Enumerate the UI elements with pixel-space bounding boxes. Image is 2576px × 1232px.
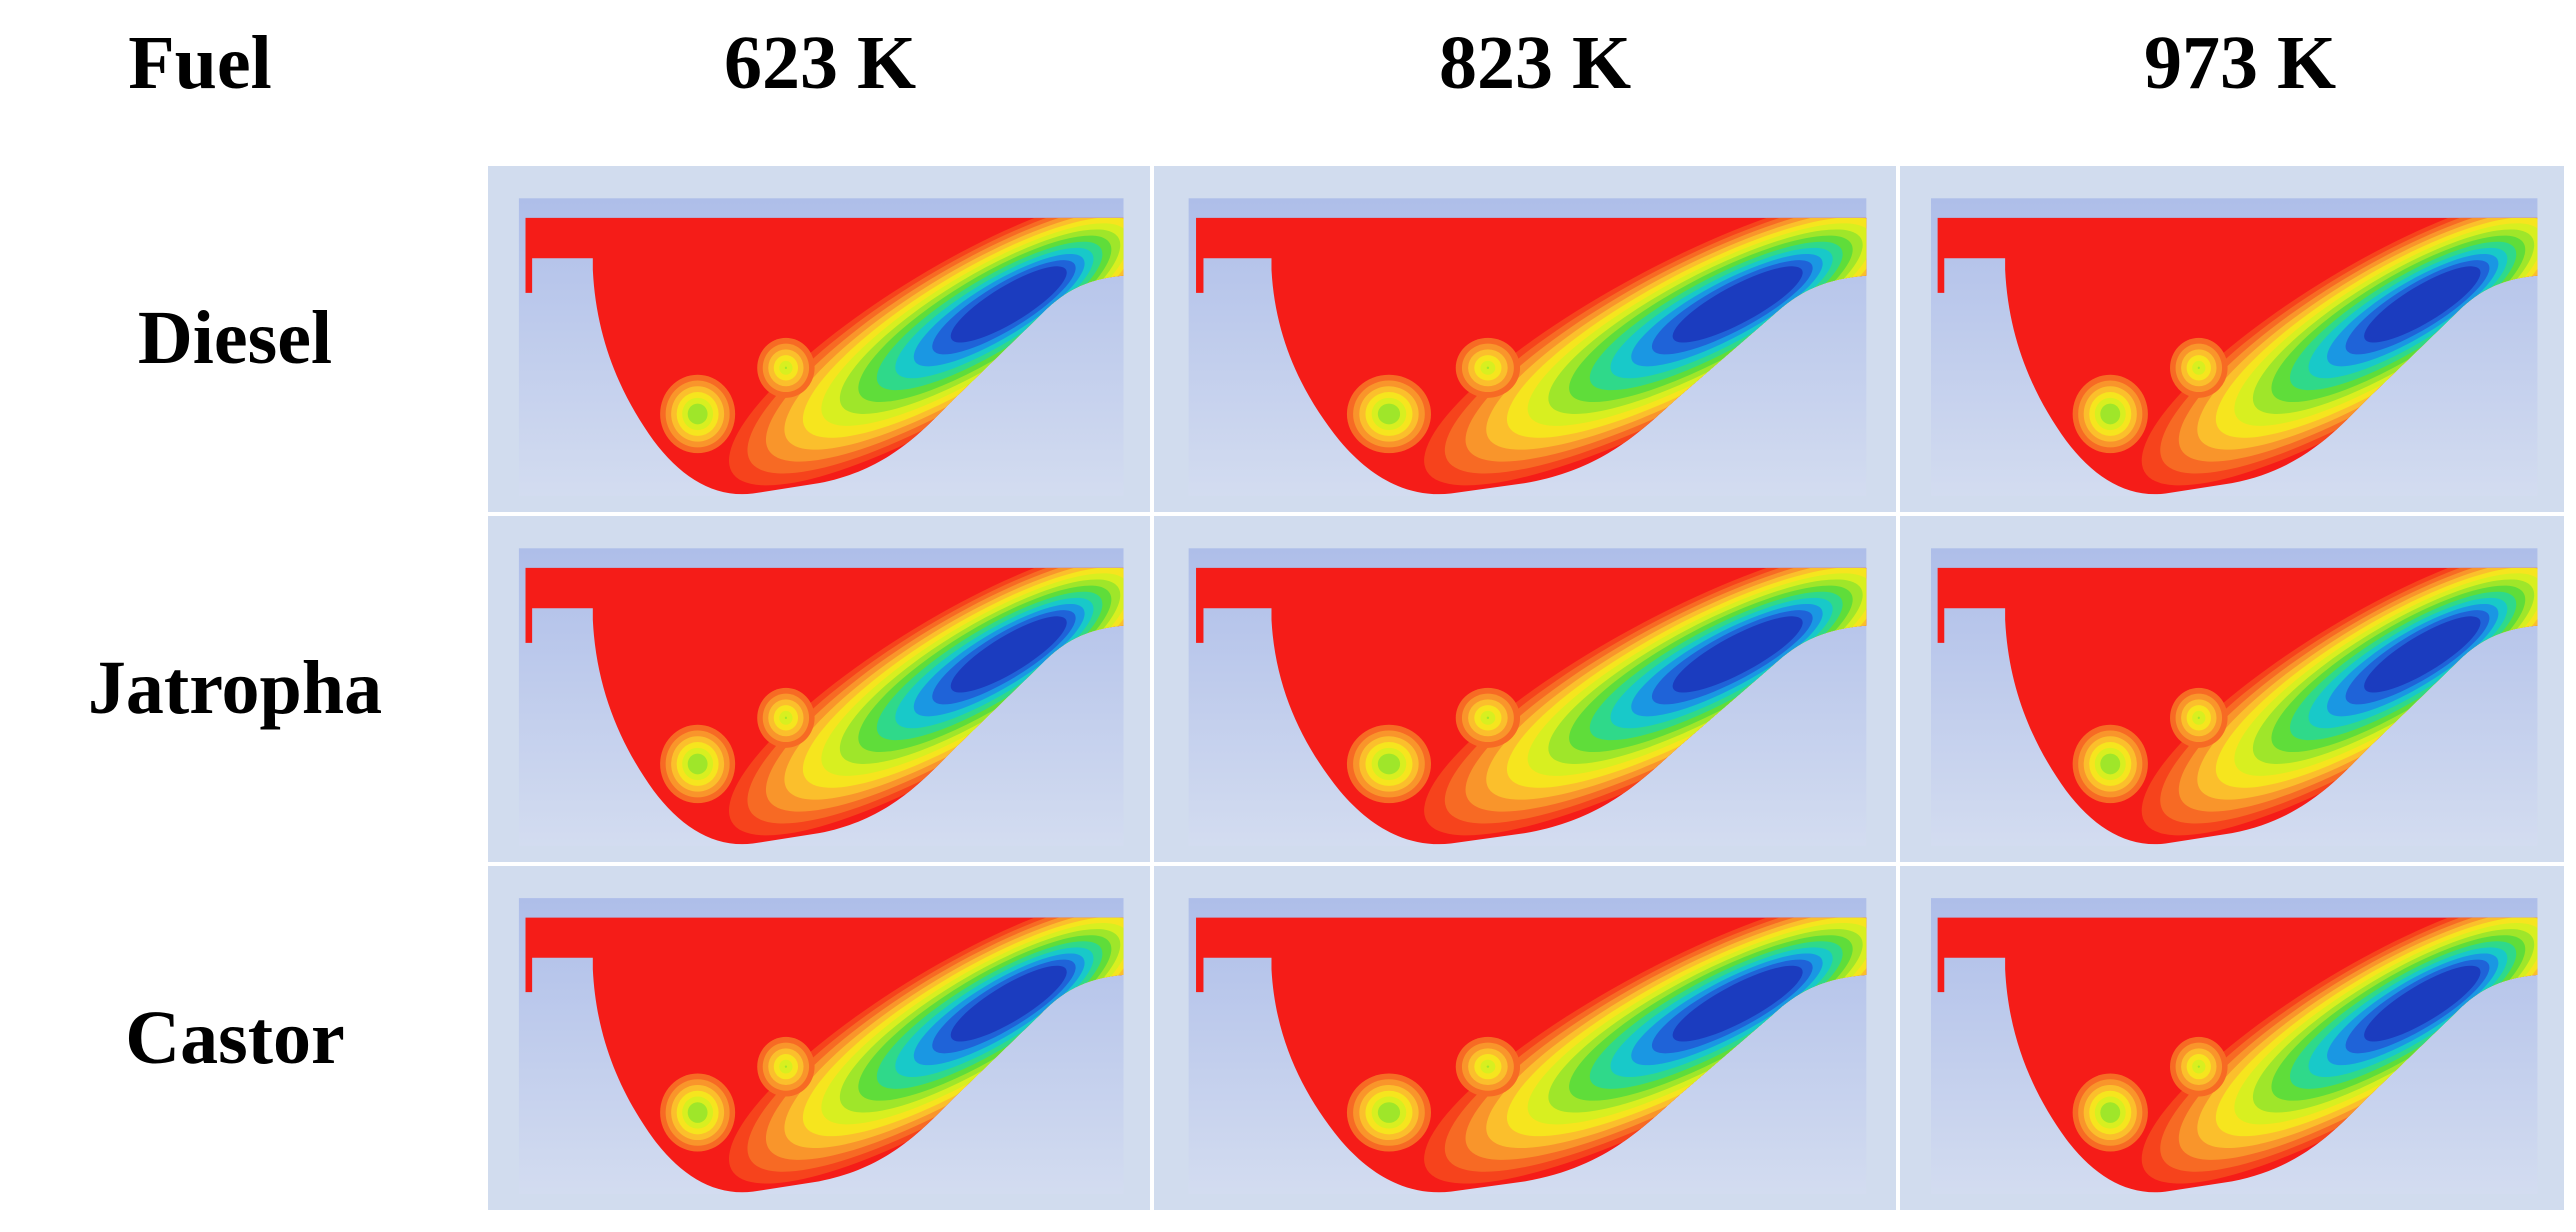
contour-panel-diesel-623 [488,166,1150,512]
contour-image-grid [488,166,2564,1210]
row-label-castor: Castor [125,996,345,1080]
row-label-diesel: Diesel [137,296,333,380]
fuel-column-header: Fuel [128,21,272,105]
temperature-header-623: 623 K [723,21,917,105]
row-label-jatropha: Jatropha [87,646,383,730]
temperature-header-823: 823 K [1438,21,1632,105]
contour-panel-castor-823 [1154,866,1896,1210]
contour-panel-diesel-973 [1900,166,2564,512]
contour-panel-jatropha-623 [488,516,1150,862]
contour-panel-jatropha-973 [1900,516,2564,862]
contour-panel-diesel-823 [1154,166,1896,512]
contour-panel-castor-623 [488,866,1150,1210]
contour-panel-jatropha-823 [1154,516,1896,862]
temperature-header-973: 973 K [2143,21,2337,105]
contour-panel-castor-973 [1900,866,2564,1210]
